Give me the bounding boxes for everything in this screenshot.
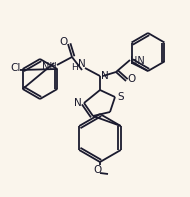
Text: N: N: [101, 71, 109, 81]
Text: HN: HN: [130, 56, 144, 66]
Text: N: N: [78, 59, 86, 69]
Text: H: H: [72, 62, 78, 72]
Text: O: O: [94, 165, 102, 175]
Text: O: O: [59, 37, 67, 47]
Text: NH: NH: [42, 62, 56, 72]
Text: O: O: [127, 74, 135, 84]
Text: N: N: [74, 98, 82, 108]
Text: Cl: Cl: [11, 63, 21, 73]
Text: S: S: [118, 92, 124, 102]
